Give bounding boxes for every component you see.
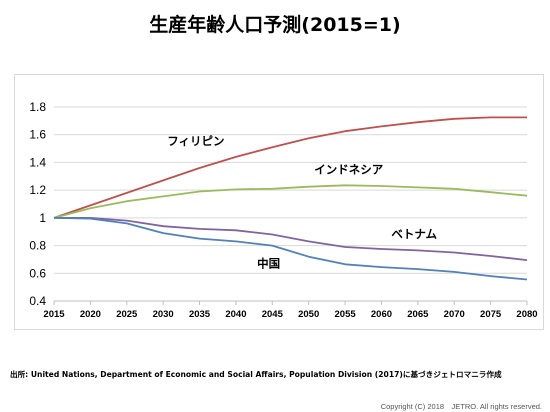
x-tick-label: 2030 bbox=[153, 309, 174, 320]
source-note: 出所: United Nations, Department of Econom… bbox=[10, 370, 502, 379]
x-tick-label: 2050 bbox=[298, 309, 319, 320]
label-indonesia: インドネシア bbox=[314, 163, 383, 177]
x-tick-label: 2045 bbox=[262, 309, 284, 320]
y-tick-label: 1 bbox=[39, 211, 46, 225]
x-tick-label: 2065 bbox=[407, 309, 429, 320]
chart-area: 0.4 0.6 0.8 1 1.2 1.4 1.6 1.8 2015 2020 2025 2030 20… bbox=[14, 74, 544, 330]
philippines-line bbox=[53, 116, 527, 219]
x-tick-label: 2055 bbox=[335, 309, 357, 320]
y-tick-label: 1.6 bbox=[29, 128, 46, 142]
chart-title: 生産年齢人口予測(2015=1) bbox=[149, 14, 401, 36]
x-tick-label: 2070 bbox=[444, 309, 465, 320]
x-tick-label: 2020 bbox=[80, 309, 101, 320]
x-tick-label: 2015 bbox=[43, 309, 65, 320]
line-chart: 0.4 0.6 0.8 1 1.2 1.4 1.6 1.8 2015 2020 2025 2030 20… bbox=[29, 100, 537, 320]
indonesia-line bbox=[53, 184, 528, 219]
x-tick-label: 2080 bbox=[516, 309, 537, 320]
x-tick-label: 2075 bbox=[480, 309, 502, 320]
y-tick-label: 0.4 bbox=[29, 294, 46, 308]
label-china: 中国 bbox=[257, 257, 280, 271]
y-tick-label: 0.6 bbox=[29, 266, 46, 280]
y-tick-label: 1.2 bbox=[29, 183, 46, 197]
copyright-text: Copyright (C) 2018 JETRO. All rights res… bbox=[380, 402, 542, 411]
x-tick-label: 2035 bbox=[189, 309, 211, 320]
china-line bbox=[53, 217, 528, 281]
x-tick-label: 2040 bbox=[225, 309, 246, 320]
y-tick-label: 1.8 bbox=[29, 100, 46, 114]
label-philippines: フィリピン bbox=[167, 134, 224, 148]
x-tick-label: 2060 bbox=[371, 309, 392, 320]
y-tick-label: 0.8 bbox=[29, 239, 46, 253]
y-tick-label: 1.4 bbox=[29, 155, 46, 169]
label-vietnam: ベトナム bbox=[391, 227, 437, 241]
vietnam-line bbox=[54, 216, 528, 261]
x-tick-label: 2025 bbox=[116, 309, 138, 320]
